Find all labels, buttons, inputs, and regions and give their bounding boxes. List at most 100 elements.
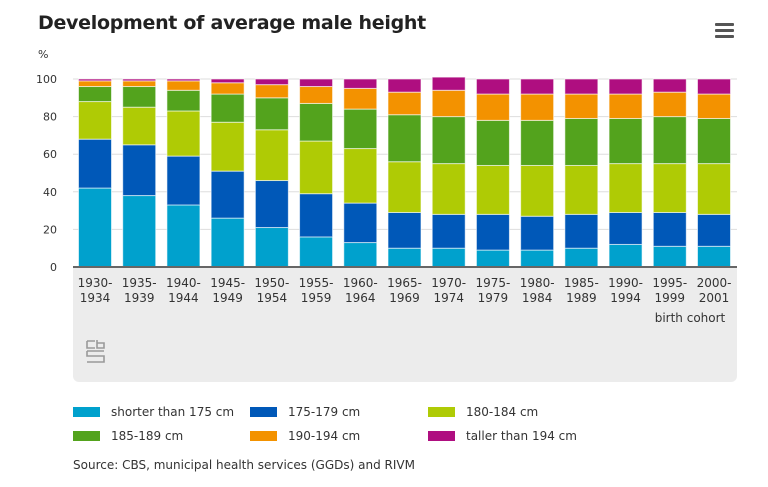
bar-segment[interactable] [299,236,334,268]
bar-segment[interactable] [475,119,510,166]
bar-segment[interactable] [343,242,378,268]
bar-segment[interactable] [608,93,643,119]
bar-segment[interactable] [122,86,157,108]
bar-segment[interactable] [431,116,466,165]
bar-segment[interactable] [78,187,112,268]
bar-segment[interactable] [608,163,643,213]
legend-item[interactable]: 180-184 cm [428,405,538,419]
bar-segment[interactable] [475,249,510,268]
bar-segment[interactable] [166,110,201,157]
bar-segment[interactable] [697,78,731,95]
bar-segment[interactable] [697,93,731,119]
bar-segment[interactable] [122,144,157,197]
bar-segment[interactable] [387,78,422,93]
bar-segment[interactable] [520,78,555,95]
bar-segment[interactable] [431,89,466,118]
bar-segment[interactable] [697,245,731,268]
legend-item[interactable]: 190-194 cm [250,429,360,443]
bar-segment[interactable] [697,163,731,215]
bar-segment[interactable] [299,78,334,88]
bar-segment[interactable] [343,78,378,89]
bar-segment[interactable] [343,108,378,150]
hamburger-menu-icon[interactable] [715,23,734,38]
bar-segment[interactable] [431,76,466,91]
bar-segment[interactable] [210,78,245,84]
bar-segment[interactable] [520,164,555,217]
bar-segment[interactable] [254,84,289,99]
bar-segment[interactable] [387,91,422,116]
bar-segment[interactable] [520,215,555,251]
bar-segment[interactable] [652,116,687,165]
bar-segment[interactable] [387,211,422,249]
bar-segment[interactable] [166,89,201,112]
legend-item[interactable]: 185-189 cm [73,429,183,443]
bar-segment[interactable] [564,164,599,215]
bar-segment[interactable] [387,161,422,213]
bar-segment[interactable] [166,80,201,91]
x-tick-label: 1950- [254,276,289,290]
bar-segment[interactable] [564,93,599,119]
bar-segment[interactable] [608,78,643,95]
bar-segment[interactable] [122,80,157,88]
bar-segment[interactable] [210,82,245,95]
bar-segment[interactable] [343,202,378,244]
bar-segment[interactable] [652,211,687,247]
bar-segment[interactable] [299,140,334,195]
bar-segment[interactable] [564,117,599,166]
bar-segment[interactable] [475,78,510,95]
bar-segment[interactable] [122,195,157,268]
bar-segment[interactable] [475,164,510,215]
bar-segment[interactable] [387,247,422,268]
bar-segment[interactable] [254,180,289,229]
bar-segment[interactable] [697,213,731,247]
bar-segment[interactable] [431,247,466,268]
bar-segment[interactable] [254,227,289,268]
bar-segment[interactable] [254,78,289,86]
bar-segment[interactable] [431,163,466,215]
bar-segment[interactable] [652,245,687,268]
bar-segment[interactable] [299,193,334,238]
bar-segment[interactable] [564,213,599,249]
bar-segment[interactable] [210,170,245,219]
bar-segment[interactable] [210,121,245,172]
bar-segment[interactable] [254,129,289,182]
bar-segment[interactable] [78,101,112,140]
bar-segment[interactable] [122,78,157,82]
bar-segment[interactable] [343,87,378,110]
bar-segment[interactable] [608,211,643,245]
bar-segment[interactable] [475,213,510,251]
bar-segment[interactable] [475,93,510,121]
bar-segment[interactable] [166,155,201,206]
x-tick-label: 1990- [608,276,643,290]
bar-segment[interactable] [608,117,643,165]
bar-segment[interactable] [299,102,334,142]
bar-segment[interactable] [78,78,112,82]
bar-segment[interactable] [166,204,201,268]
bar-segment[interactable] [652,163,687,213]
legend-item[interactable]: shorter than 175 cm [73,405,234,419]
bar-segment[interactable] [652,78,687,93]
bar-segment[interactable] [564,78,599,95]
bar-segment[interactable] [122,106,157,146]
bar-segment[interactable] [608,243,643,268]
bar-segment[interactable] [520,119,555,166]
bar-segment[interactable] [343,148,378,204]
legend-item[interactable]: taller than 194 cm [428,429,577,443]
bar-segment[interactable] [166,78,201,82]
bar-segment[interactable] [564,247,599,268]
x-tick-label: 1944 [168,291,199,305]
bar-segment[interactable] [520,249,555,268]
bar-segment[interactable] [431,213,466,249]
bar-segment[interactable] [520,93,555,121]
bar-segment[interactable] [299,86,334,104]
bar-segment[interactable] [254,97,289,131]
bar-segment[interactable] [78,80,112,88]
legend-item[interactable]: 175-179 cm [250,405,360,419]
bar-segment[interactable] [78,138,112,189]
bar-segment[interactable] [387,114,422,163]
bar-segment[interactable] [210,93,245,123]
bar-segment[interactable] [78,86,112,103]
bar-segment[interactable] [210,217,245,268]
bar-segment[interactable] [697,117,731,165]
bar-segment[interactable] [652,91,687,118]
